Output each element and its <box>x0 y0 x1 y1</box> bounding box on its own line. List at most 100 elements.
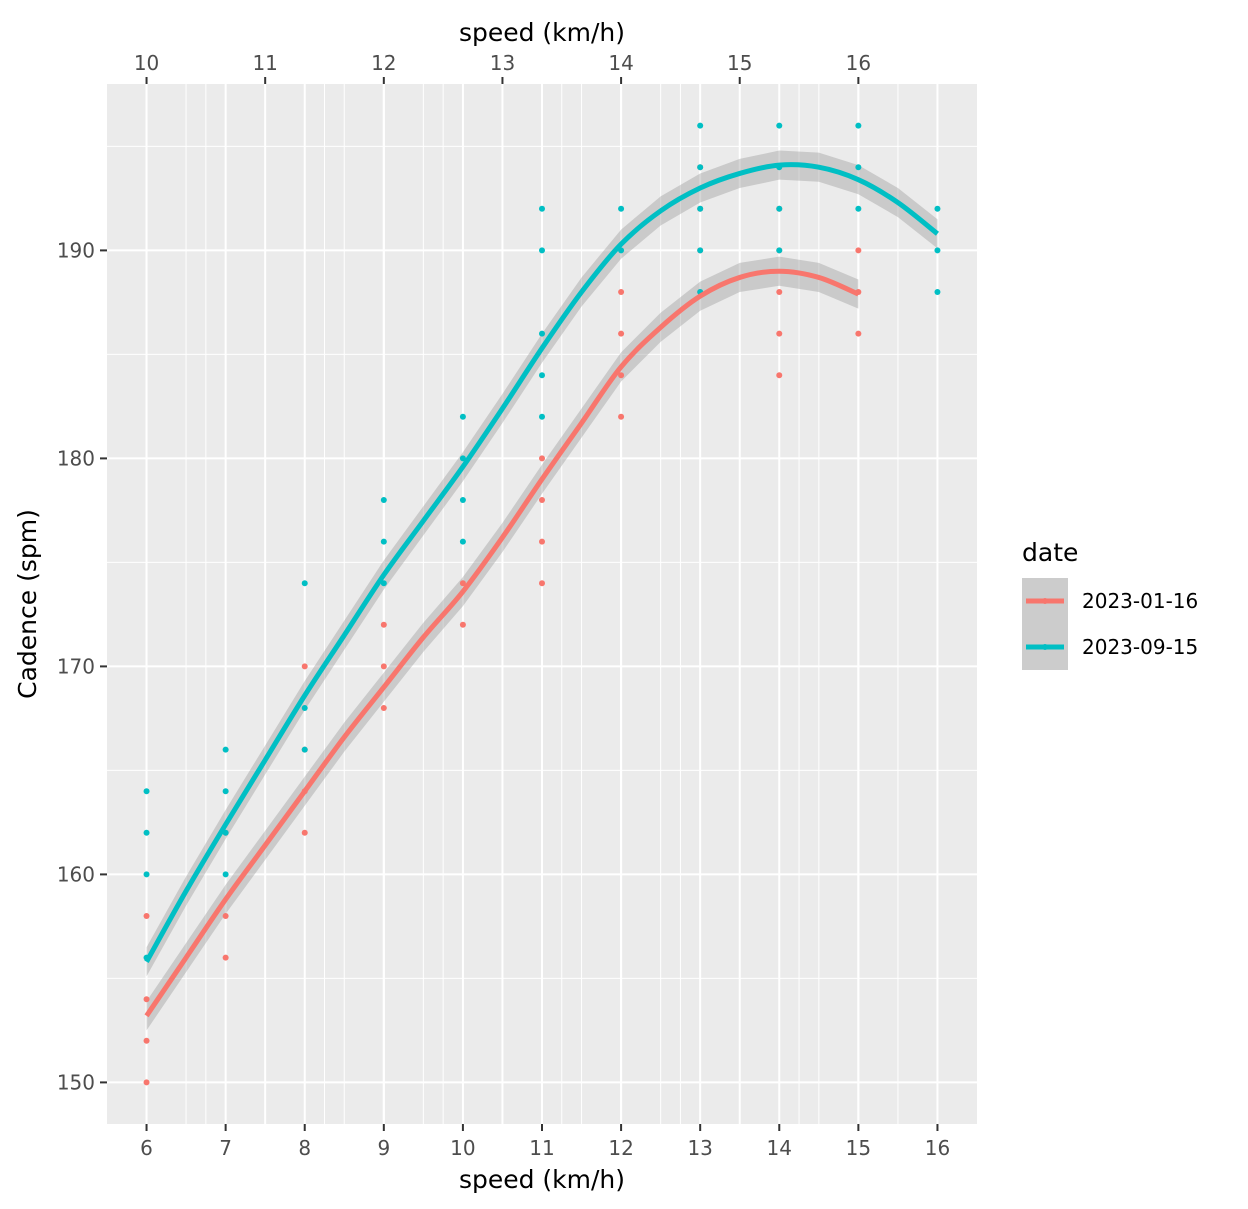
y-tick-label: 160 <box>57 862 95 886</box>
data-point <box>697 247 704 254</box>
x-top-tick-label: 11 <box>252 51 277 75</box>
data-point <box>855 164 862 171</box>
legend-label: 2023-09-15 <box>1082 635 1198 659</box>
data-point <box>539 580 545 587</box>
data-point <box>459 538 466 545</box>
data-point <box>539 247 545 254</box>
data-point <box>855 122 862 129</box>
data-point <box>143 913 150 919</box>
data-point <box>855 205 862 212</box>
data-point <box>459 580 466 587</box>
data-point <box>143 871 150 878</box>
data-point <box>301 829 308 836</box>
data-point <box>539 372 545 379</box>
data-point <box>618 205 625 212</box>
data-point <box>618 330 625 337</box>
data-point <box>776 122 783 129</box>
x-top-tick-label: 10 <box>134 51 159 75</box>
data-point <box>143 829 150 836</box>
x-tick-label: 9 <box>377 1136 390 1160</box>
data-point <box>380 538 387 545</box>
data-point <box>222 746 229 753</box>
data-point <box>618 289 625 295</box>
data-point <box>222 788 229 795</box>
x-tick-label: 6 <box>140 1136 153 1160</box>
x-axis-top: 10 11 12 13 14 15 16 <box>134 51 871 84</box>
data-point <box>855 247 862 254</box>
x-axis-title-bottom: speed (km/h) <box>459 1165 625 1194</box>
data-point <box>934 205 941 212</box>
data-point <box>301 746 308 753</box>
legend: date 2023-01-16 2023-09-15 <box>1022 538 1198 670</box>
x-tick-label: 10 <box>450 1136 475 1160</box>
data-point <box>934 247 941 254</box>
x-axis-title-top: speed (km/h) <box>459 18 625 47</box>
data-point <box>380 497 387 503</box>
y-tick-label: 150 <box>57 1070 95 1094</box>
x-tick-label: 13 <box>687 1136 712 1160</box>
x-tick-label: 11 <box>529 1136 554 1160</box>
data-point <box>539 497 545 503</box>
data-point <box>697 205 704 212</box>
x-top-tick-label: 13 <box>490 51 515 75</box>
data-point <box>143 1079 150 1086</box>
legend-title: date <box>1022 538 1078 567</box>
legend-key-point <box>1042 598 1048 604</box>
y-axis: 150 160 170 180 190 <box>57 238 107 1094</box>
data-point <box>143 1037 150 1044</box>
data-point <box>459 497 466 503</box>
data-point <box>222 913 229 919</box>
data-point <box>380 621 387 628</box>
data-point <box>855 330 862 337</box>
smooth-line <box>144 162 940 963</box>
data-point <box>143 788 150 795</box>
smooth-line <box>144 268 860 1018</box>
data-point <box>222 871 229 878</box>
data-point <box>380 663 387 670</box>
data-point <box>459 621 466 628</box>
data-point <box>301 580 308 587</box>
data-point <box>301 705 308 711</box>
data-point <box>143 996 150 1003</box>
data-point <box>697 122 704 129</box>
data-points <box>143 122 941 1086</box>
data-point <box>776 247 783 254</box>
x-top-tick-label: 15 <box>727 51 752 75</box>
x-tick-label: 12 <box>608 1136 633 1160</box>
data-point <box>301 663 308 670</box>
data-point <box>539 205 545 212</box>
x-top-tick-label: 16 <box>846 51 871 75</box>
data-point <box>539 538 545 545</box>
data-point <box>459 455 466 462</box>
x-tick-label: 14 <box>767 1136 792 1160</box>
x-tick-label: 16 <box>925 1136 950 1160</box>
x-axis-bottom: 6 7 8 9 10 11 12 13 14 15 16 <box>140 1124 950 1160</box>
data-point <box>539 330 545 337</box>
data-point <box>459 413 466 420</box>
legend-label: 2023-01-16 <box>1082 589 1198 613</box>
x-tick-label: 7 <box>219 1136 232 1160</box>
data-point <box>380 580 387 587</box>
y-axis-title: Cadence (spm) <box>13 509 42 699</box>
x-tick-label: 8 <box>298 1136 311 1160</box>
data-point <box>539 455 545 462</box>
data-point <box>697 164 704 171</box>
data-point <box>776 372 783 379</box>
x-top-tick-label: 14 <box>608 51 633 75</box>
data-point <box>618 413 625 420</box>
y-tick-label: 170 <box>57 654 95 678</box>
data-point <box>776 330 783 337</box>
smooth-lines <box>144 162 940 1018</box>
data-point <box>380 705 387 711</box>
data-point <box>222 954 229 961</box>
y-tick-label: 190 <box>57 238 95 262</box>
x-tick-label: 15 <box>846 1136 871 1160</box>
data-point <box>776 205 783 212</box>
major-gridlines <box>107 84 977 1124</box>
y-tick-label: 180 <box>57 446 95 470</box>
data-point <box>539 413 545 420</box>
legend-key-point <box>1042 644 1048 650</box>
data-point <box>934 289 941 295</box>
data-point <box>776 289 783 295</box>
